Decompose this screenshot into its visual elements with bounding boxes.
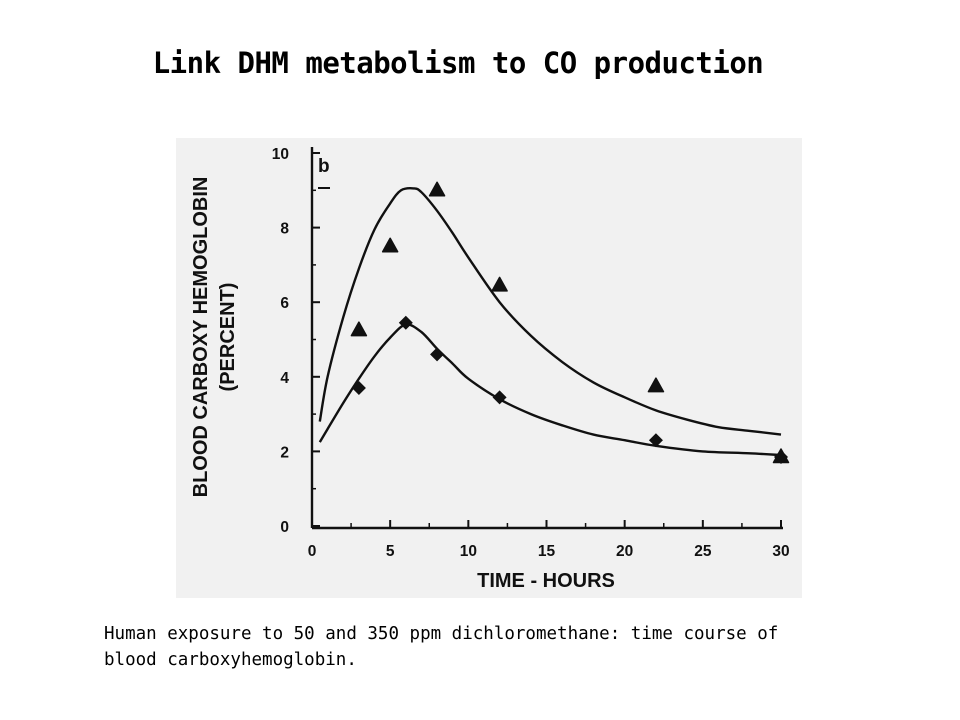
x-tick-label: 20 (616, 543, 633, 560)
axis-labels: b TIME - HOURS BLOOD CARBOXY HEMOGLOBIN … (190, 156, 615, 592)
triangle-point (381, 237, 399, 253)
x-tick-label: 5 (386, 543, 395, 560)
figure-panel (176, 138, 802, 598)
diamond-point (398, 315, 413, 330)
y-tick-label: 4 (280, 370, 289, 387)
triangle-point (350, 321, 368, 337)
y-tick-label: 2 (280, 444, 289, 461)
y-tick-label: 8 (280, 221, 289, 238)
slide-title: Link DHM metabolism to CO production (152, 46, 764, 80)
triangle-point (647, 377, 665, 393)
diamond-point (492, 390, 507, 405)
caption-line-1: Human exposure to 50 and 350 ppm dichlor… (104, 624, 779, 644)
fit-curve-triangle (318, 187, 782, 436)
x-tick-label: 15 (538, 543, 556, 560)
panel-label: b (318, 156, 330, 177)
x-tick-label: 30 (772, 543, 789, 560)
y-tick-label: 6 (280, 295, 289, 312)
x-axis-label: TIME - HOURS (477, 570, 615, 592)
diamond-point (351, 380, 366, 395)
triangle-point (491, 276, 508, 292)
y-tick-label: 0 (280, 519, 289, 536)
x-tick-label: 0 (308, 543, 317, 560)
fit-curves (318, 187, 782, 457)
x-tick-label: 25 (694, 543, 712, 560)
diamond-point (648, 433, 663, 448)
triangle-point (428, 181, 446, 197)
y-tick-label: 10 (272, 146, 289, 163)
x-tick-label: 10 (460, 543, 477, 560)
figure-caption: Human exposure to 50 and 350 ppm dichlor… (104, 621, 904, 673)
axes: 0 5 10 15 20 25 30 0 2 4 6 8 10 (272, 146, 790, 560)
diamond-point (774, 449, 788, 464)
y-axis-label-line1: BLOOD CARBOXY HEMOGLOBIN (190, 177, 212, 498)
diamond-point (430, 347, 445, 362)
data-points (350, 181, 790, 464)
fit-curve-diamond (318, 323, 782, 457)
caption-line-2: blood carboxyhemoglobin. (104, 650, 357, 670)
y-axis-label-line2: (PERCENT) (217, 283, 239, 392)
